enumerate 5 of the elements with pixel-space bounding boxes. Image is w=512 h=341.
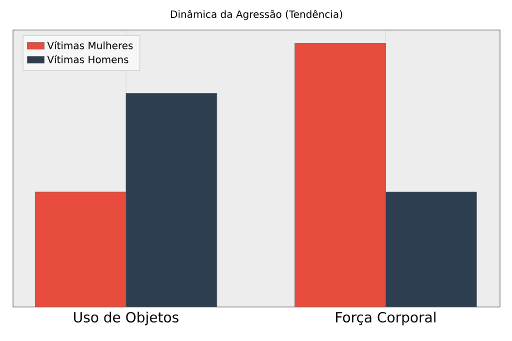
- legend-label: Vítimas Homens: [47, 55, 128, 64]
- chart-title: Dinâmica da Agressão (Tendência): [171, 10, 342, 20]
- x-tick-label: Força Corporal: [336, 312, 436, 326]
- x-tick-label: Uso de Objetos: [74, 312, 178, 326]
- legend-label: Vítimas Mulheres: [47, 41, 133, 50]
